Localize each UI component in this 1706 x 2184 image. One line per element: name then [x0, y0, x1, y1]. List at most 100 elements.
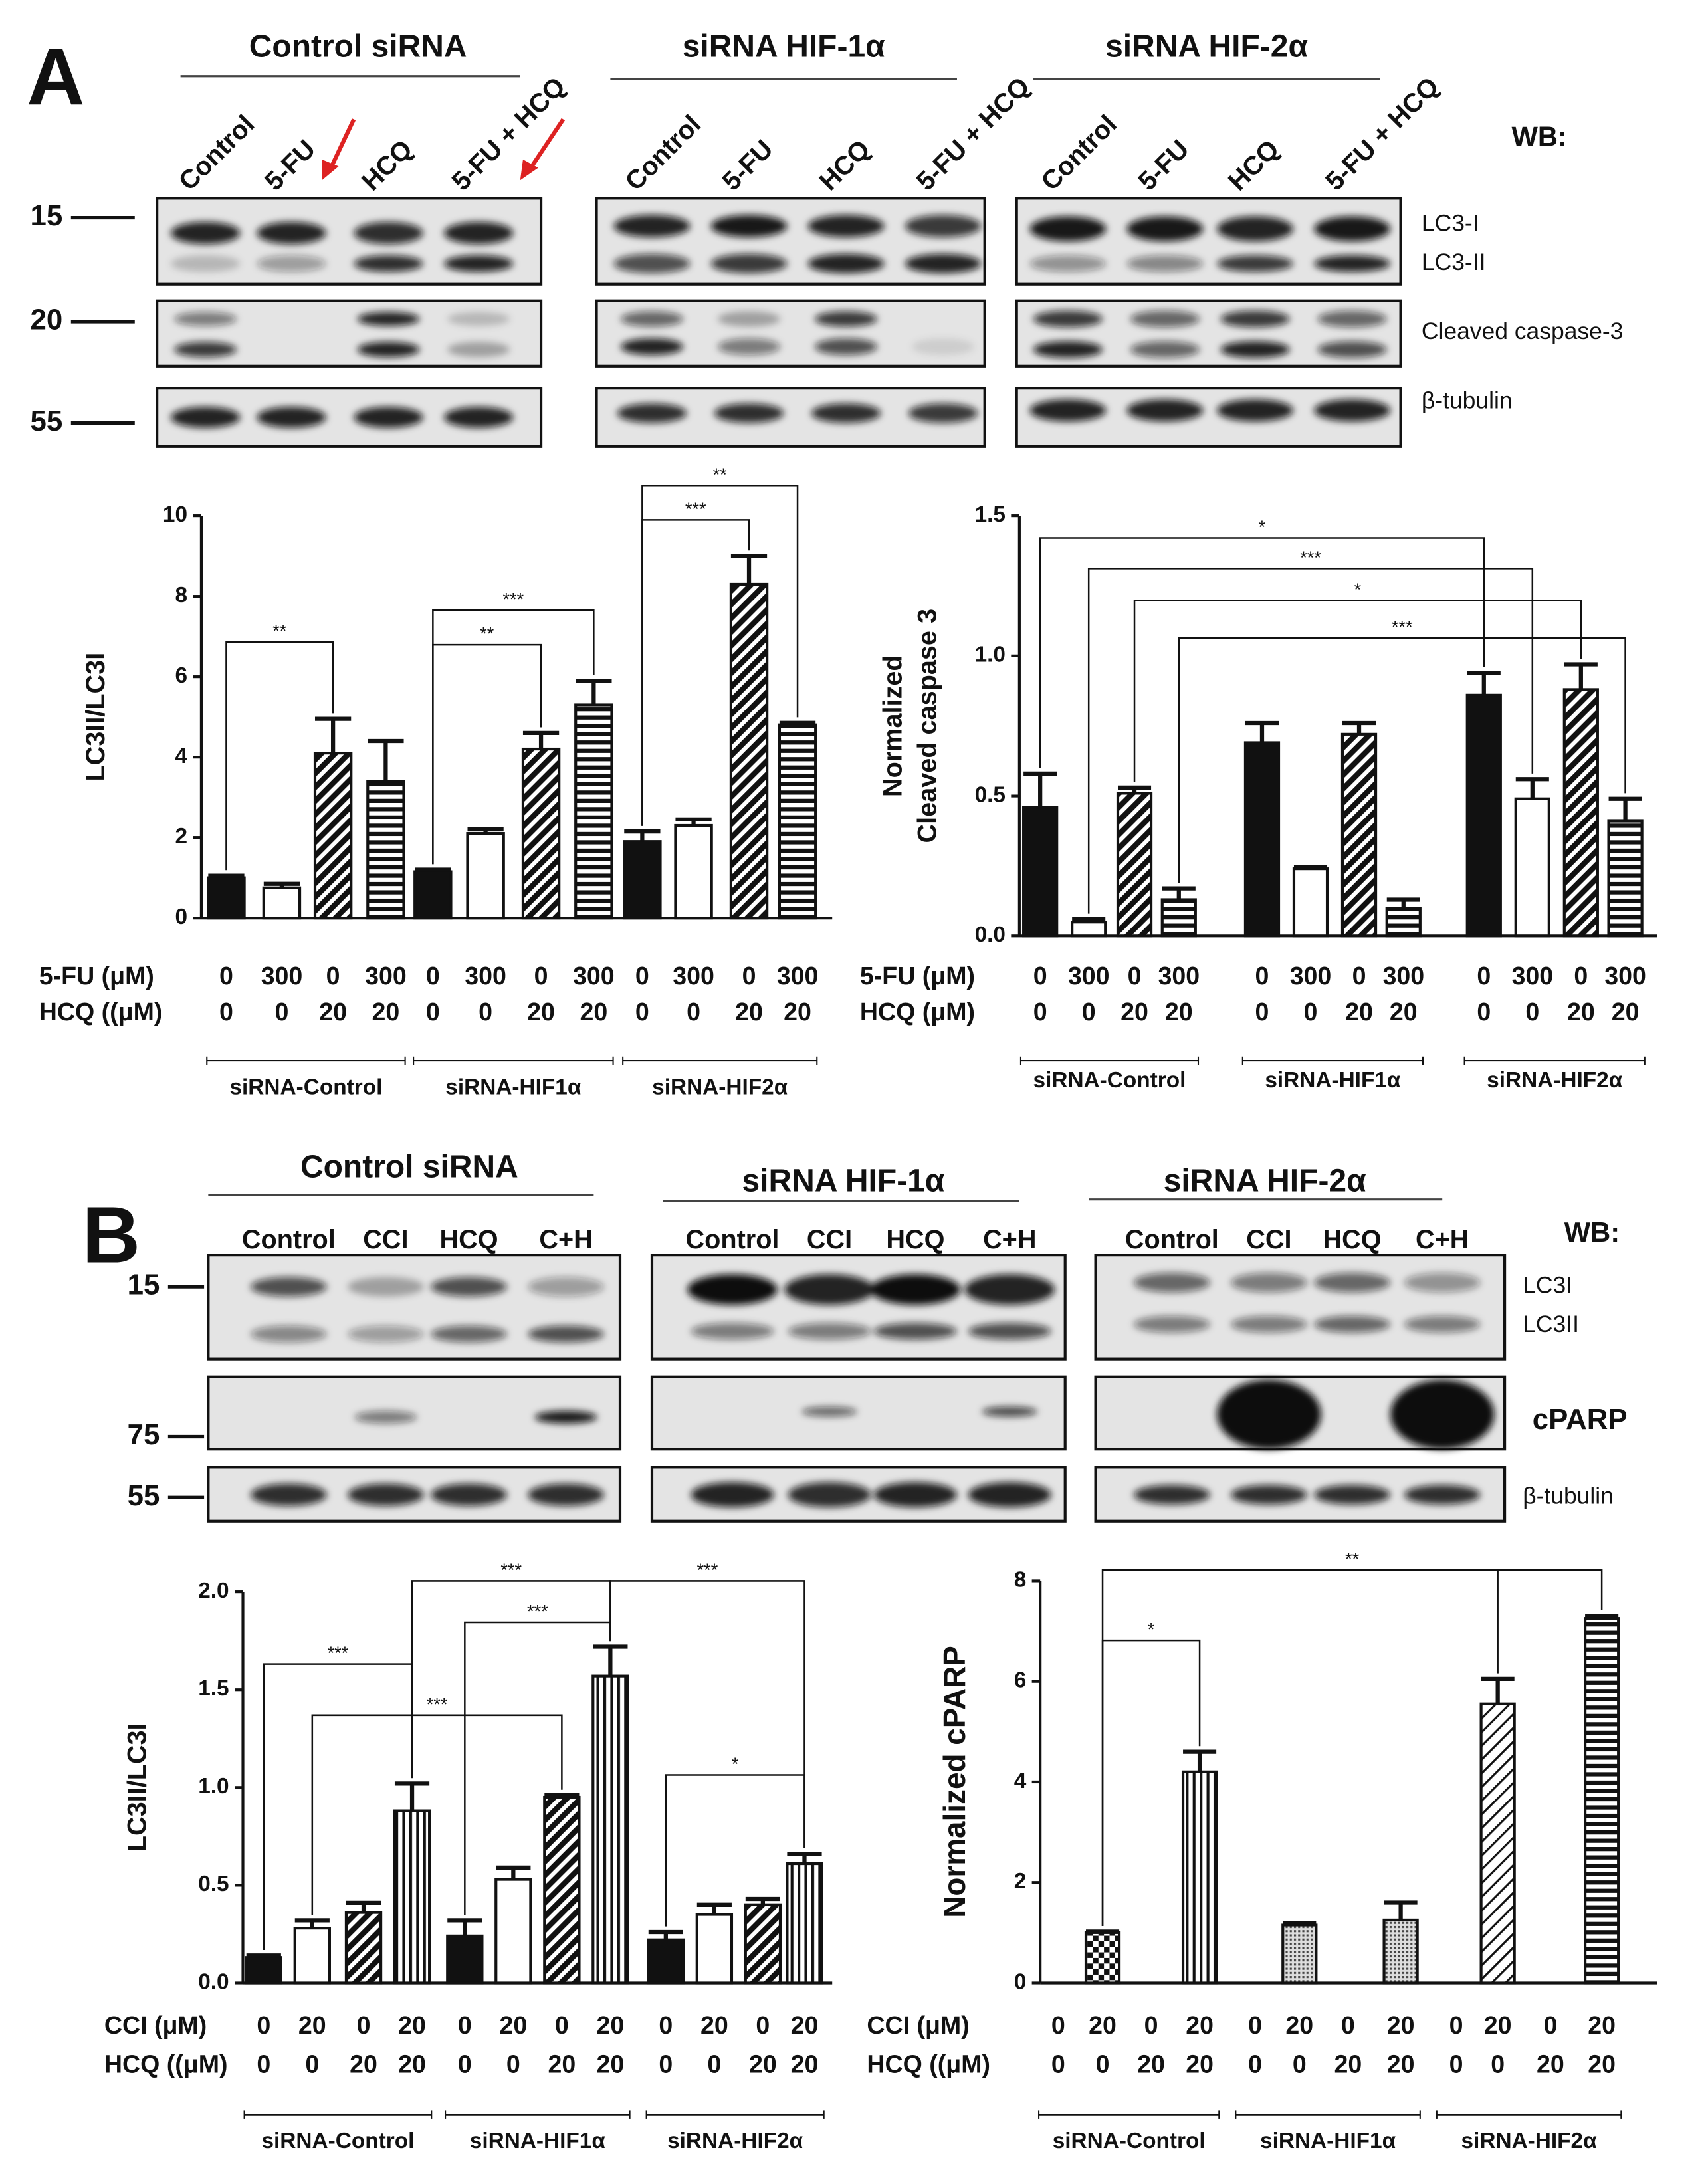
- band: [1029, 399, 1107, 422]
- band: [964, 1274, 1055, 1305]
- significance-bracket: [263, 1663, 413, 1950]
- band: [621, 311, 683, 327]
- protein-label: LC3I: [1523, 1271, 1572, 1298]
- x-row-value: 20: [791, 2050, 819, 2078]
- x-row-value: 0: [1304, 998, 1318, 1026]
- lane-label: Control: [686, 1225, 780, 1254]
- x-row-value: 0: [1051, 2050, 1065, 2078]
- significance-label: *: [1354, 579, 1362, 600]
- x-row-value: 20: [398, 2011, 426, 2039]
- x-row-value: 300: [777, 962, 819, 990]
- protein-label: cPARP: [1533, 1403, 1628, 1436]
- x-row-value: 0: [1449, 2011, 1463, 2039]
- band: [1029, 216, 1107, 242]
- group-label: siRNA-HIF2α: [652, 1075, 788, 1100]
- band: [174, 312, 237, 326]
- significance-label: ***: [1300, 547, 1321, 568]
- x-row-value: 0: [1255, 998, 1269, 1026]
- group-label: siRNA-Control: [1033, 1068, 1186, 1093]
- significance-bracket: [1087, 568, 1534, 914]
- x-row-value: 0: [426, 998, 440, 1026]
- band: [687, 1274, 778, 1305]
- x-row-value: 0: [1543, 2011, 1557, 2039]
- bar: [1243, 741, 1281, 938]
- band: [1231, 1273, 1307, 1293]
- x-row-value: 20: [597, 2050, 625, 2078]
- y-tick-label: 0.5: [975, 782, 1006, 807]
- bar: [446, 1934, 484, 1985]
- band: [348, 1483, 424, 1506]
- x-row-value: 0: [1477, 998, 1491, 1026]
- x-row-value: 0: [742, 962, 756, 990]
- significance-bracket: [1101, 1569, 1603, 1926]
- y-tick-label: 6: [1014, 1668, 1027, 1693]
- x-row-value: 20: [548, 2050, 576, 2078]
- mw-marker: 55: [128, 1479, 160, 1512]
- band: [528, 1325, 605, 1343]
- blot-bands: [171, 221, 514, 428]
- band: [613, 253, 691, 274]
- group-label: siRNA-HIF2α: [1487, 1068, 1623, 1093]
- significance-label: **: [272, 621, 287, 641]
- group-label: siRNA-Control: [1053, 2129, 1206, 2153]
- x-row-value: 20: [298, 2011, 326, 2039]
- y-axis-label: LC3II/LC3I: [81, 653, 110, 782]
- y-tick-label: 6: [175, 663, 187, 688]
- panel-letter: A: [27, 31, 84, 122]
- x-row-value: 0: [1352, 962, 1366, 990]
- bar: [1292, 867, 1329, 938]
- x-row-value: 20: [580, 998, 607, 1026]
- band: [1314, 255, 1390, 272]
- band: [431, 1277, 507, 1297]
- band: [1220, 341, 1290, 358]
- bar: [744, 1903, 782, 1985]
- x-row-value: 300: [1511, 962, 1553, 990]
- x-row-value: 20: [1567, 998, 1595, 1026]
- band: [1314, 399, 1390, 422]
- bar: [313, 752, 353, 920]
- band: [1231, 1315, 1307, 1333]
- bar: [1562, 688, 1599, 938]
- band: [354, 1410, 417, 1424]
- band: [1404, 1273, 1481, 1293]
- bar: [1181, 1770, 1218, 1985]
- band: [1317, 341, 1387, 358]
- band: [1133, 1485, 1210, 1505]
- bar: [1071, 921, 1107, 938]
- group-label: siRNA-Control: [229, 1075, 382, 1100]
- x-row-value: 0: [1248, 2011, 1262, 2039]
- y-tick-label: 4: [175, 744, 187, 768]
- band: [444, 255, 514, 272]
- band: [257, 255, 326, 272]
- blot-bands: [1029, 216, 1390, 422]
- group-label: siRNA-HIF2α: [1461, 2129, 1598, 2153]
- significance-label: ***: [1392, 616, 1413, 637]
- x-row-value: 0: [257, 2050, 270, 2078]
- band: [1126, 399, 1204, 422]
- x-row-value: 20: [499, 2011, 527, 2039]
- x-row-value: 20: [372, 998, 400, 1026]
- significance-label: **: [480, 623, 494, 644]
- bar: [543, 1795, 581, 1985]
- lane-label: Control: [242, 1225, 336, 1254]
- band: [257, 221, 326, 245]
- bar: [413, 870, 453, 920]
- lane-label: HCQ: [813, 134, 875, 196]
- bar: [293, 1927, 331, 1985]
- y-axis-label: Normalized cPARP: [937, 1646, 972, 1918]
- bar: [1584, 1617, 1620, 1985]
- blot-box: [650, 1254, 1067, 1361]
- x-row-value: 300: [1382, 962, 1424, 990]
- band: [718, 338, 780, 356]
- significance-label: ***: [427, 1693, 448, 1714]
- band: [1404, 1315, 1481, 1333]
- y-tick-label: 1.0: [975, 643, 1006, 667]
- band: [801, 1406, 857, 1417]
- significance-bracket: [432, 609, 595, 865]
- band: [1217, 399, 1293, 422]
- band: [870, 1274, 961, 1305]
- x-row-value: 20: [350, 2050, 377, 2078]
- band: [357, 312, 420, 326]
- group-header: siRNA HIF-2α: [1105, 29, 1308, 64]
